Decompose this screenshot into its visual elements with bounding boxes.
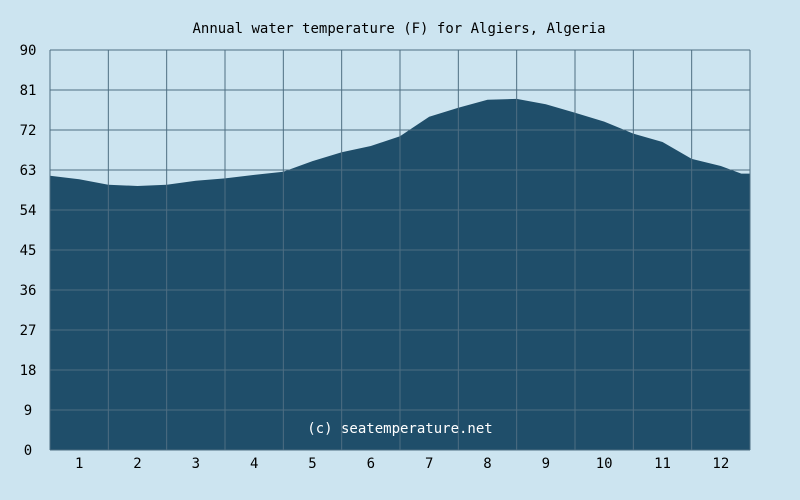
- y-axis-ticks: 0 9 18 27 36 45 54 63 72 81 90: [20, 43, 37, 459]
- chart-title: Annual water temperature (F) for Algiers…: [192, 21, 605, 37]
- x-tick-label: 12: [712, 456, 729, 472]
- y-tick-label: 81: [20, 83, 37, 99]
- y-tick-label: 72: [20, 123, 37, 139]
- x-tick-label: 2: [133, 456, 141, 472]
- x-tick-label: 11: [654, 456, 671, 472]
- x-tick-label: 3: [192, 456, 200, 472]
- y-tick-label: 0: [24, 443, 32, 459]
- y-tick-label: 63: [20, 163, 37, 179]
- x-tick-label: 10: [596, 456, 613, 472]
- y-tick-label: 9: [24, 403, 32, 419]
- y-tick-label: 45: [20, 243, 37, 259]
- y-tick-label: 27: [20, 323, 37, 339]
- x-tick-label: 1: [75, 456, 83, 472]
- watermark-text: (c) seatemperature.net: [307, 421, 492, 437]
- y-tick-label: 54: [20, 203, 37, 219]
- y-tick-label: 18: [20, 363, 37, 379]
- y-tick-label: 36: [20, 283, 37, 299]
- x-tick-label: 5: [308, 456, 316, 472]
- x-tick-label: 8: [483, 456, 491, 472]
- plot-area: [49, 49, 751, 451]
- x-tick-label: 4: [250, 456, 258, 472]
- x-axis-ticks: 1 2 3 4 5 6 7 8 9 10 11 12: [75, 456, 729, 472]
- x-tick-label: 7: [425, 456, 433, 472]
- x-tick-label: 6: [367, 456, 375, 472]
- x-tick-label: 9: [542, 456, 550, 472]
- y-tick-label: 90: [20, 43, 37, 59]
